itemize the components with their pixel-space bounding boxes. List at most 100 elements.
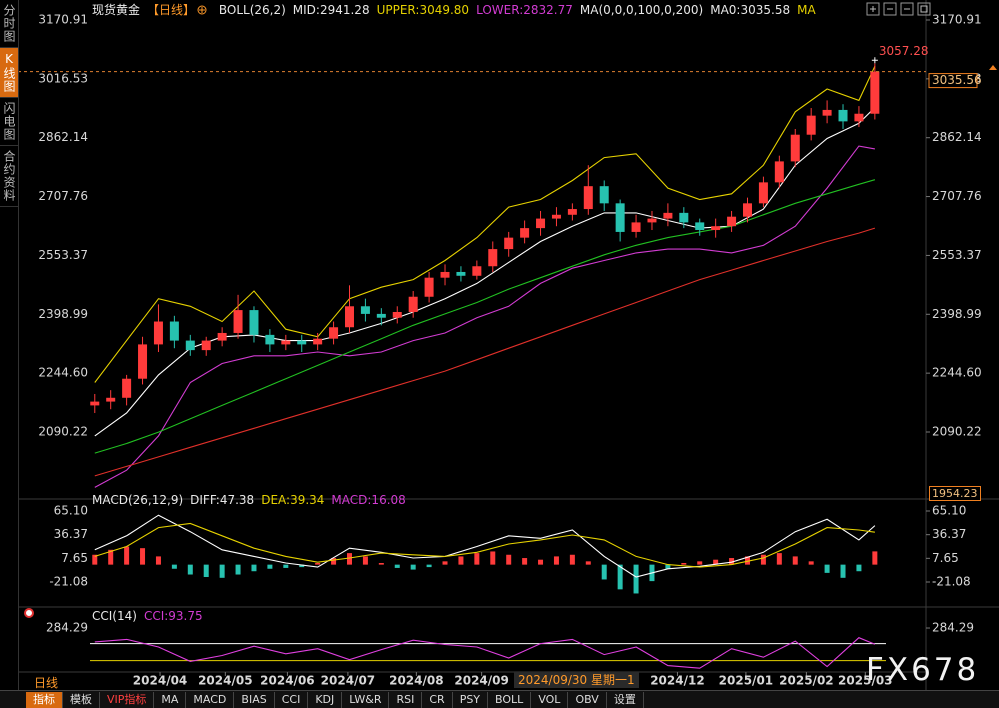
price-marker	[989, 65, 997, 70]
last-price-box	[928, 73, 978, 89]
toolbar-button[interactable]: KDJ	[308, 692, 343, 708]
indicator-icon[interactable]	[24, 608, 34, 618]
side-tab[interactable]: K线图	[0, 48, 18, 98]
toolbar-button[interactable]: VIP指标	[100, 692, 155, 708]
candle-body	[408, 296, 418, 312]
legend-item: MA	[797, 3, 816, 17]
y-tick-label: 284.29	[932, 621, 974, 635]
candle-body	[647, 218, 657, 223]
candle-body	[185, 340, 195, 351]
macd-header: MACD(26,12,9) DIFF:47.38 DEA:39.34 MACD:16.…	[92, 493, 413, 507]
add-icon[interactable]	[197, 5, 207, 15]
y-tick-label: 36.37	[932, 527, 966, 541]
y-tick-label: 36.37	[54, 527, 88, 541]
y-tick-label: 7.65	[932, 551, 959, 565]
candle-body	[424, 277, 434, 297]
candle-body	[376, 313, 386, 318]
candle-body	[774, 161, 784, 183]
legend-item: UPPER:3049.80	[376, 3, 470, 17]
y-tick-label: -21.08	[932, 575, 971, 589]
y-tick-label: 2398.99	[38, 307, 88, 321]
y-tick-label: 284.29	[46, 621, 88, 635]
candle-body	[313, 338, 323, 345]
icon[interactable]	[866, 2, 880, 16]
y-tick-label: 2707.76	[38, 189, 88, 203]
toolbar-button[interactable]: VOL	[531, 692, 569, 708]
y-tick-label: 3170.91	[932, 12, 982, 26]
toolbar-button[interactable]: 指标	[26, 692, 63, 708]
candle-body	[615, 203, 625, 232]
indicator-line	[94, 227, 876, 477]
y-tick-label: 2244.60	[38, 366, 88, 380]
candle-body	[663, 212, 673, 219]
indicator-line	[94, 107, 876, 437]
x-tick-label: 2025/01	[719, 674, 773, 688]
period-label: 【日线】	[147, 3, 196, 17]
toolbar-button[interactable]: RSI	[389, 692, 423, 708]
legend-item: CCI:93.75	[143, 609, 203, 623]
period-selector[interactable]: 日线	[34, 676, 59, 690]
toolbar-button[interactable]: 设置	[607, 692, 644, 708]
background	[0, 0, 999, 690]
y-tick-label: 2553.37	[932, 248, 982, 262]
side-tab[interactable]: 合约资料	[0, 146, 18, 207]
candle-body	[344, 306, 354, 328]
y-tick-label: -21.08	[49, 575, 88, 589]
candle-body	[440, 271, 450, 278]
candle-body	[599, 186, 609, 204]
legend-item: DEA:39.34	[261, 493, 325, 507]
y-tick-label: 2707.76	[932, 189, 982, 203]
y-tick-label: 2862.14	[932, 130, 982, 144]
candle-body	[838, 109, 848, 122]
side-tab[interactable]: 闪电图	[0, 98, 18, 146]
toolbar-button[interactable]: BIAS	[234, 692, 275, 708]
candle-body	[201, 340, 211, 351]
y-tick-label: 2862.14	[38, 130, 88, 144]
y-tick-label: 7.65	[61, 551, 88, 565]
cci-header: CCI(14) CCI:93.75	[92, 609, 210, 623]
candle-body	[488, 249, 498, 267]
candle-body	[153, 321, 163, 345]
x-tick-label: 2025/02	[779, 674, 833, 688]
x-tick-label: 2024/12	[650, 674, 704, 688]
legend-item: BOLL(26,2)	[218, 3, 286, 17]
icon[interactable]	[917, 2, 931, 16]
x-tick-label: 2024/07	[321, 674, 375, 688]
icon[interactable]	[883, 2, 897, 16]
toolbar-button[interactable]: 模板	[63, 692, 100, 708]
indicator-line	[94, 522, 875, 568]
toolbar-button[interactable]: CCI	[275, 692, 309, 708]
candle-body	[297, 340, 307, 345]
toolbar-button[interactable]: MA	[154, 692, 187, 708]
toolbar-button[interactable]: OBV	[568, 692, 607, 708]
y-tick-label: 65.10	[54, 504, 88, 518]
toolbar-button[interactable]: LW&R	[342, 692, 390, 708]
toolbar-button[interactable]: MACD	[186, 692, 235, 708]
y-tick-label: 2398.99	[932, 307, 982, 321]
toolbar-button[interactable]: PSY	[453, 692, 489, 708]
legend-item: MA0:3035.58	[710, 3, 791, 17]
candle-body	[360, 306, 370, 314]
candle-body	[790, 134, 800, 162]
cursor-price: 1954.23	[929, 486, 981, 501]
y-tick-label: 3170.91	[38, 12, 88, 26]
indicator-line	[94, 514, 876, 578]
x-tick-label: 2024/06	[260, 674, 314, 688]
candle-body	[329, 327, 339, 339]
high-label: 3057.28	[879, 44, 929, 58]
chart: 3170.913170.913016.533016.532862.142862.…	[0, 0, 999, 690]
instrument-title: 现货黄金	[92, 3, 141, 17]
legend-item: CCI(14)	[92, 609, 137, 623]
candle-body	[217, 332, 227, 341]
side-tabs: 分时图 K线图 闪电图 合约资料	[0, 0, 19, 690]
candle-body	[265, 334, 275, 345]
toolbar-button[interactable]: BOLL	[488, 692, 532, 708]
toolbar-button[interactable]: CR	[422, 692, 453, 708]
side-tab[interactable]: 分时图	[0, 0, 18, 48]
candle-body	[122, 378, 132, 398]
candle-body	[854, 113, 864, 122]
candle-body	[822, 109, 832, 116]
icon[interactable]	[900, 2, 914, 16]
toolbar-icons[interactable]	[866, 2, 931, 16]
